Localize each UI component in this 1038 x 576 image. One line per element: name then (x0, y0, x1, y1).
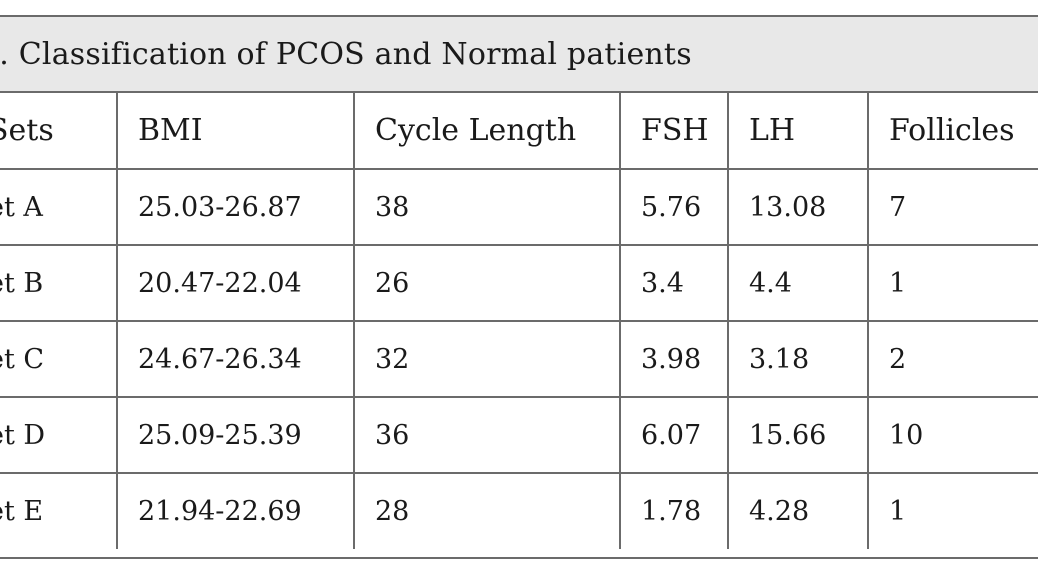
cell-bmi: 20.47-22.04 (117, 245, 355, 322)
cell-bmi: 25.09-25.39 (117, 397, 355, 474)
cell-lh: 4.4 (728, 245, 869, 322)
cell-set: et A (0, 169, 118, 246)
cell-cycle-length: 32 (354, 321, 621, 398)
table-caption: 3. Classification of PCOS and Normal pat… (0, 37, 692, 72)
cell-set: et C (0, 321, 118, 398)
table-caption-bar: 3. Classification of PCOS and Normal pat… (0, 17, 1038, 93)
cell-bmi: 25.03-26.87 (117, 169, 355, 246)
cell-cycle-length: 38 (354, 169, 621, 246)
cell-follicles: 10 (868, 397, 1038, 474)
cell-follicles: 7 (868, 169, 1038, 246)
cell-fsh: 6.07 (620, 397, 729, 474)
cell-set: et B (0, 245, 118, 322)
cell-follicles: 2 (868, 321, 1038, 398)
table-row: et B 20.47-22.04 26 3.4 4.4 1 (0, 245, 1038, 322)
column-header-lh: LH (728, 93, 869, 170)
cell-cycle-length: 36 (354, 397, 621, 474)
cell-follicles: 1 (889, 496, 907, 527)
table-row: et A 25.03-26.87 38 5.76 13.08 7 (0, 169, 1038, 246)
cell-fsh: 3.4 (620, 245, 729, 322)
cell-lh: 3.18 (728, 321, 869, 398)
column-header-bmi: BMI (117, 93, 355, 170)
cell-cycle-length: 26 (354, 245, 621, 322)
column-header-fsh: FSH (620, 93, 729, 170)
cell-set: et D (0, 397, 118, 474)
data-table: Sets BMI Cycle Length FSH LH Follicles e… (0, 93, 1038, 549)
column-header-sets: Sets (0, 93, 118, 170)
header-row: Sets BMI Cycle Length FSH LH Follicles (0, 93, 1038, 170)
cell-bmi: 24.67-26.34 (117, 321, 355, 398)
cell-set: et E (0, 473, 118, 549)
cell-lh: 4.28 (728, 473, 869, 549)
cell-fsh: 1.78 (620, 473, 729, 549)
column-header-follicles: Follicles (868, 93, 1038, 170)
table-row: et D 25.09-25.39 36 6.07 15.66 10 (0, 397, 1038, 474)
cell-follicles: 1 (868, 245, 1038, 322)
cell-bmi: 21.94-22.69 (117, 473, 355, 549)
cell-lh: 15.66 (728, 397, 869, 474)
cell-lh: 13.08 (728, 169, 869, 246)
cell-fsh: 5.76 (620, 169, 729, 246)
table-row: et E 21.94-22.69 28 1.78 4.28 1 (0, 473, 1038, 549)
column-header-cycle-length: Cycle Length (354, 93, 621, 170)
cell-cycle-length: 28 (354, 473, 621, 549)
table-row: et C 24.67-26.34 32 3.98 3.18 2 (0, 321, 1038, 398)
cell-fsh: 3.98 (620, 321, 729, 398)
table-card: 3. Classification of PCOS and Normal pat… (0, 15, 1038, 559)
